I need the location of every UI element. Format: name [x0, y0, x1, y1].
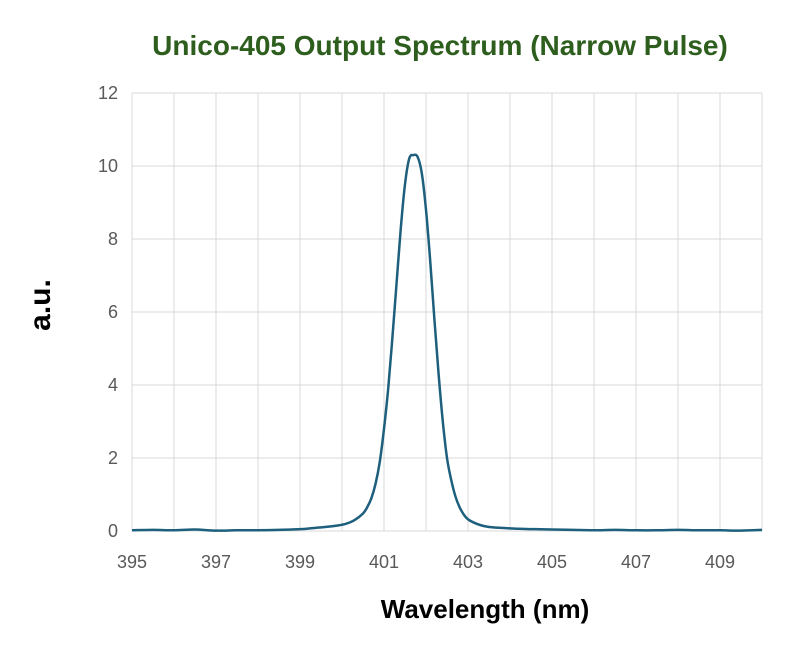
x-tick-label: 409 — [705, 552, 735, 572]
y-tick-label: 0 — [108, 521, 118, 541]
x-tick-label: 401 — [369, 552, 399, 572]
y-tick-label: 6 — [108, 302, 118, 322]
chart-title: Unico-405 Output Spectrum (Narrow Pulse) — [152, 30, 728, 61]
y-tick-label: 4 — [108, 375, 118, 395]
grid-layer — [131, 92, 763, 532]
y-tick-label: 12 — [98, 83, 118, 103]
spectrum-line — [131, 153, 763, 532]
line-layer — [131, 153, 763, 532]
y-tick-label: 8 — [108, 229, 118, 249]
x-axis-title: Wavelength (nm) — [381, 594, 589, 624]
x-tick-label: 405 — [537, 552, 567, 572]
y-tick-label: 2 — [108, 448, 118, 468]
x-tick-label: 403 — [453, 552, 483, 572]
x-tick-label: 395 — [117, 552, 147, 572]
y-axis-title: a.u. — [24, 279, 57, 331]
x-tick-label: 397 — [201, 552, 231, 572]
x-tick-label: 407 — [621, 552, 651, 572]
tick-layer: 0 2 4 6 8 10 12 395 397 399 401 403 405 407 409 — [98, 83, 735, 572]
x-tick-label: 399 — [285, 552, 315, 572]
y-tick-label: 10 — [98, 156, 118, 176]
